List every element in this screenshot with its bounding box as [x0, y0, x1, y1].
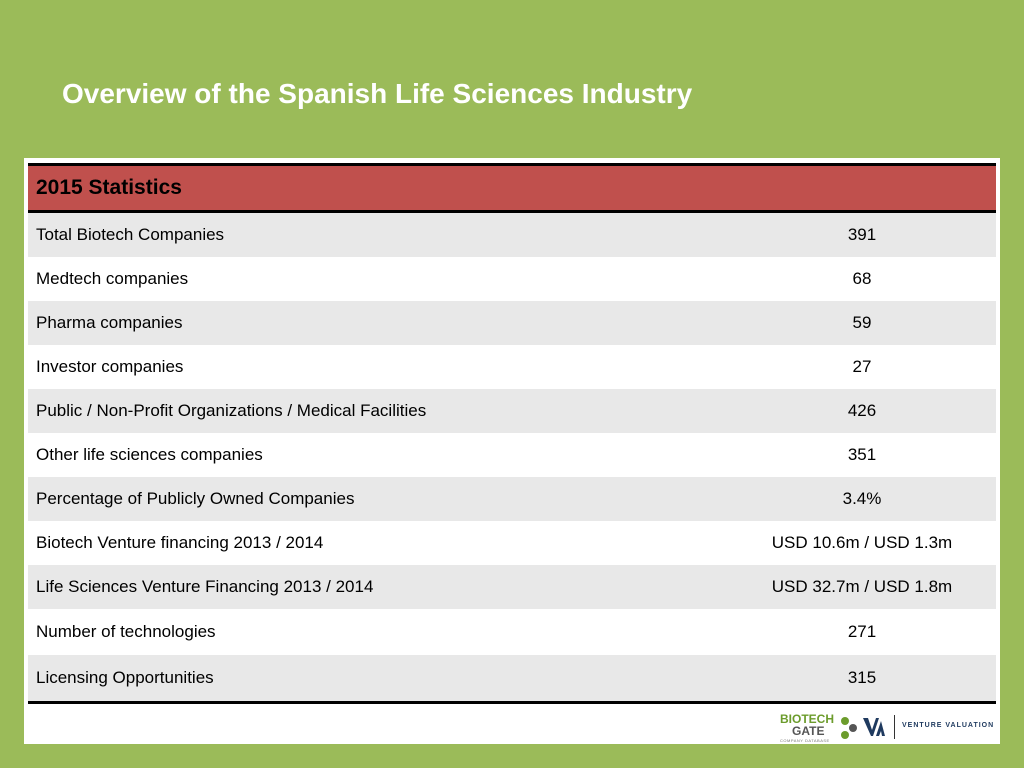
row-value: 351 — [728, 433, 996, 477]
biotechgate-circles-icon — [841, 717, 857, 739]
row-value: 3.4% — [728, 477, 996, 521]
table-row: Life Sciences Venture Financing 2013 / 2… — [28, 565, 996, 609]
slide-title: Overview of the Spanish Life Sciences In… — [62, 78, 693, 109]
table-row: Medtech companies 68 — [28, 257, 996, 301]
row-label: Percentage of Publicly Owned Companies — [28, 477, 728, 521]
row-value: 426 — [728, 389, 996, 433]
statistics-table: 2015 Statistics Total Biotech Companies … — [28, 163, 996, 704]
table-row: Pharma companies 59 — [28, 301, 996, 345]
table-row: Licensing Opportunities 315 — [28, 655, 996, 704]
logo-divider — [894, 715, 895, 739]
venture-valuation-logo-text: VENTURE VALUATION — [902, 722, 995, 729]
table-row: Public / Non-Profit Organizations / Medi… — [28, 389, 996, 433]
row-label: Medtech companies — [28, 257, 728, 301]
row-label: Life Sciences Venture Financing 2013 / 2… — [28, 565, 728, 609]
row-value: USD 10.6m / USD 1.3m — [728, 521, 996, 565]
table-header: 2015 Statistics — [28, 163, 996, 213]
content-panel: 2015 Statistics Total Biotech Companies … — [24, 158, 1000, 744]
row-value: 271 — [728, 609, 996, 655]
row-label: Biotech Venture financing 2013 / 2014 — [28, 521, 728, 565]
table-row: Biotech Venture financing 2013 / 2014 US… — [28, 521, 996, 565]
table-row: Investor companies 27 — [28, 345, 996, 389]
biotechgate-logo-top: BIOTECH — [780, 712, 834, 726]
row-value: 27 — [728, 345, 996, 389]
row-label: Licensing Opportunities — [28, 655, 728, 704]
row-value: 391 — [728, 211, 996, 257]
row-label: Pharma companies — [28, 301, 728, 345]
row-label: Total Biotech Companies — [28, 211, 728, 257]
row-label: Public / Non-Profit Organizations / Medi… — [28, 389, 728, 433]
row-value: USD 32.7m / USD 1.8m — [728, 565, 996, 609]
venture-valuation-mark-icon — [863, 718, 885, 736]
table-header-row: 2015 Statistics — [28, 163, 996, 213]
footer-logos: BIOTECH GATE COMPANY DATABASE VENTURE VA… — [776, 711, 995, 745]
row-label: Investor companies — [28, 345, 728, 389]
table-row: Total Biotech Companies 391 — [28, 211, 996, 257]
table-row: Other life sciences companies 351 — [28, 433, 996, 477]
row-label: Number of technologies — [28, 609, 728, 655]
table-row: Percentage of Publicly Owned Companies 3… — [28, 477, 996, 521]
row-label: Other life sciences companies — [28, 433, 728, 477]
row-value: 59 — [728, 301, 996, 345]
table-row: Number of technologies 271 — [28, 609, 996, 655]
biotechgate-logo-bottom: GATE — [792, 724, 825, 738]
biotechgate-tagline: COMPANY DATABASE — [780, 738, 830, 743]
row-value: 68 — [728, 257, 996, 301]
row-value: 315 — [728, 655, 996, 704]
